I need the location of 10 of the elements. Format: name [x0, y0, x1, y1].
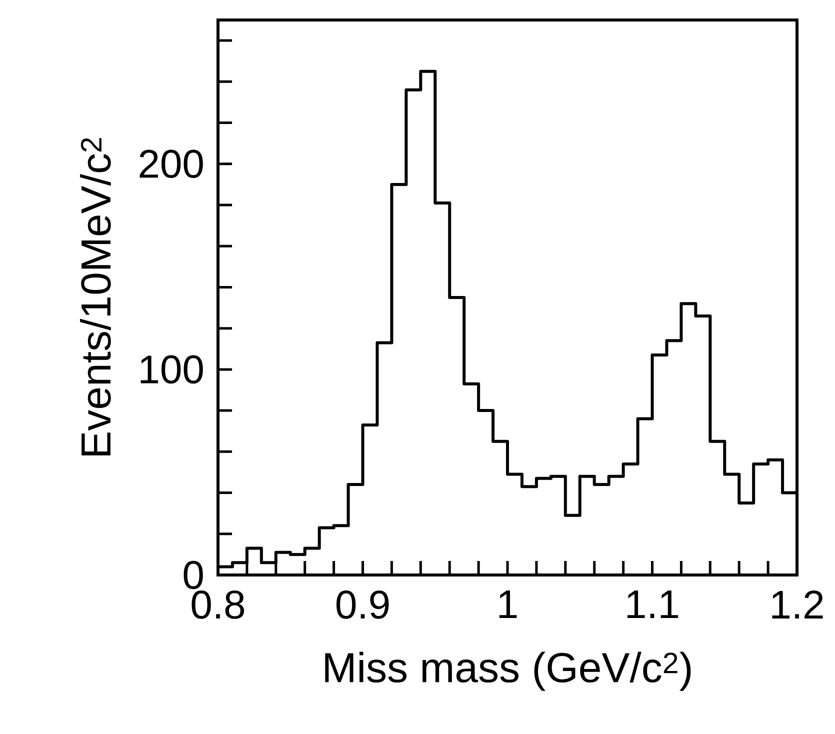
x-tick-label: 1.2: [772, 590, 823, 618]
x-axis-title: Miss mass (GeV/c$^{2}$): [325, 652, 691, 691]
y-tick-label: 200: [140, 150, 203, 178]
y-tick-label: 0: [184, 560, 203, 590]
x-tick-label: 1.1: [628, 590, 678, 618]
x-tick-label: 0.9: [336, 590, 389, 619]
x-tick-label: 1: [499, 590, 517, 618]
x-tick-label: 0.8: [192, 590, 244, 619]
y-tick-label: 100: [140, 355, 203, 384]
y-axis-title: Events/10MeV/c$^{2}$: [80, 138, 111, 456]
